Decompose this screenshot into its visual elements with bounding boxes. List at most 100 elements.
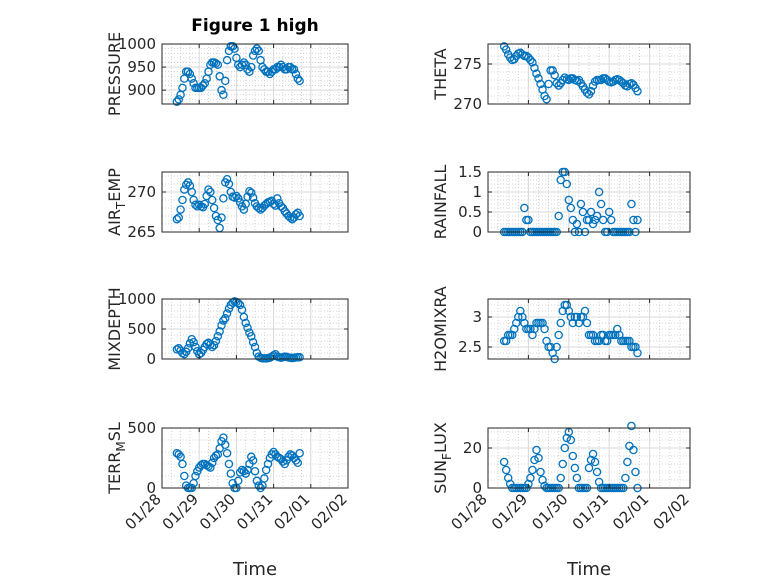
data-point — [191, 200, 200, 210]
data-point — [536, 79, 545, 89]
data-point — [235, 468, 245, 477]
data-point — [181, 180, 191, 190]
y-tick-label: 1000 — [118, 290, 156, 308]
data-point — [178, 195, 187, 205]
y-tick-label: 270 — [127, 183, 156, 201]
y-axis-label: THETA — [431, 48, 450, 100]
data-point — [234, 298, 243, 308]
data-point — [586, 207, 596, 217]
axes-box — [487, 43, 691, 105]
data-point — [580, 306, 590, 316]
data-point — [532, 445, 541, 455]
data-point — [235, 198, 245, 207]
y-tick-label: 275 — [453, 55, 482, 73]
data-point — [215, 327, 224, 336]
data-point — [576, 199, 586, 209]
data-point — [248, 456, 258, 465]
data-point — [534, 74, 543, 83]
data-point — [219, 194, 228, 203]
y-tick-label: 20 — [463, 439, 482, 457]
data-point — [578, 207, 588, 217]
data-point — [206, 463, 215, 472]
data-point — [558, 75, 567, 85]
axes-box — [161, 43, 349, 105]
data-point — [245, 186, 254, 196]
data-point — [627, 199, 636, 209]
data-point — [544, 79, 553, 89]
data-point — [239, 466, 249, 476]
data-point — [220, 313, 230, 323]
data-point — [554, 211, 563, 221]
y-tick-label: 0 — [146, 350, 156, 368]
data-point — [209, 203, 219, 213]
axes-box — [161, 171, 349, 233]
data-point — [596, 75, 606, 85]
data-point — [528, 58, 537, 67]
data-point — [222, 55, 232, 65]
data-point — [260, 474, 269, 483]
data-point — [198, 81, 208, 90]
data-point — [239, 312, 249, 322]
data-point — [633, 86, 642, 96]
series-mixdepth — [172, 297, 304, 363]
y-axis-label: TERRMSL — [105, 422, 128, 495]
data-point — [572, 219, 582, 229]
data-point — [187, 74, 197, 83]
data-point — [267, 450, 276, 459]
data-point — [263, 459, 273, 469]
y-tick-label: 0.5 — [458, 203, 482, 221]
data-point — [590, 215, 600, 225]
y-tick-label: 0 — [146, 479, 156, 497]
figure-title: Figure 1 high — [191, 16, 319, 36]
y-axis-label: PRESSURE — [105, 32, 124, 116]
data-point — [536, 467, 545, 477]
data-point — [222, 309, 232, 318]
data-point — [248, 51, 258, 60]
y-tick-label: 1 — [472, 183, 482, 201]
data-point — [213, 450, 223, 459]
y-axis-label: SUNFLUX — [431, 422, 454, 494]
data-point — [243, 323, 252, 333]
data-point — [564, 75, 574, 85]
axes-box — [487, 171, 691, 233]
data-point — [191, 342, 200, 352]
y-axis-label: AIRTEMP — [105, 168, 128, 236]
data-point — [222, 174, 232, 184]
y-tick-label: 1.5 — [458, 163, 482, 181]
data-point — [217, 321, 226, 330]
data-point — [284, 452, 293, 462]
data-point — [550, 70, 559, 80]
data-point — [250, 466, 260, 476]
data-point — [252, 44, 262, 53]
data-point — [178, 459, 187, 469]
data-point — [564, 195, 574, 205]
data-point — [222, 448, 232, 458]
data-point — [247, 331, 256, 341]
data-point — [532, 69, 541, 78]
data-point — [172, 214, 182, 224]
data-point — [217, 85, 226, 95]
data-point — [245, 67, 254, 76]
data-point — [588, 81, 598, 90]
data-point — [520, 203, 529, 213]
axes-box — [161, 427, 349, 489]
data-point — [594, 187, 604, 197]
data-point — [224, 459, 234, 469]
data-point — [291, 456, 301, 465]
data-point — [237, 60, 247, 70]
data-point — [273, 194, 282, 203]
data-point — [261, 465, 271, 475]
data-point — [254, 481, 263, 490]
data-point — [582, 318, 592, 328]
data-point — [623, 457, 632, 467]
data-point — [570, 463, 580, 473]
data-point — [568, 451, 578, 461]
data-point — [219, 90, 228, 100]
data-point — [560, 443, 570, 453]
data-point — [248, 337, 258, 347]
y-tick-label: 2.5 — [458, 338, 482, 356]
y-tick-label: 500 — [127, 320, 156, 338]
data-point — [588, 449, 598, 459]
